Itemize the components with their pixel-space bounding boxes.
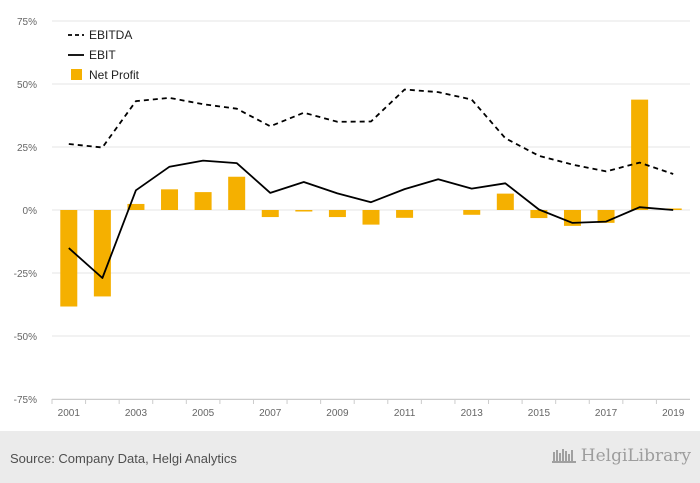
brand-name: HelgiLibrary [580,446,691,466]
bar-net-profit [631,99,649,210]
legend-label-ebit: EBIT [89,48,116,62]
bar-net-profit [496,193,514,210]
source-text: Source: Company Data, Helgi Analytics [10,451,237,466]
axis-layer: -75% -50% -25% 0% 25% 50% 75% 2001 2003 2005 2007 2… [14,17,690,419]
bar-net-profit [228,176,246,210]
y-tick-label: -50% [14,332,37,343]
library-icon [551,449,576,463]
x-tick-label: 2013 [461,408,484,419]
legend-swatch-net-profit [71,69,82,80]
x-tick-label: 2015 [528,408,551,419]
bar-net-profit [93,210,111,297]
y-tick-label: 50% [17,80,37,91]
y-tick-label: 0% [23,206,38,217]
bar-net-profit [261,210,279,218]
legend-label-net-profit: Net Profit [89,68,140,82]
bar-net-profit [396,210,414,218]
x-tick-label: 2005 [192,408,215,419]
y-tick-label: -75% [14,395,37,406]
y-tick-label: 75% [17,17,37,28]
bar-net-profit [194,192,212,210]
lines-layer [68,88,674,279]
legend: EBITDA EBIT Net Profit [68,28,140,82]
bar-net-profit [127,203,145,210]
x-tick-label: 2003 [125,408,148,419]
bar-net-profit [362,210,380,225]
bar-net-profit [295,210,313,212]
bar-net-profit [161,189,179,210]
bar-net-profit [463,210,481,215]
x-tick-label: 2001 [58,408,81,419]
line-ebit [68,159,674,279]
legend-label-ebitda: EBITDA [89,28,132,42]
bar-net-profit [328,210,346,218]
grid-layer [52,20,690,400]
x-tick-label: 2009 [326,408,349,419]
line-ebitda [68,88,674,175]
x-tick-label: 2019 [662,408,685,419]
bar-net-profit [530,210,548,219]
x-tick-label: 2007 [259,408,282,419]
brand-logo: HelgiLibrary [551,446,691,466]
x-tick-label: 2011 [394,408,416,419]
y-tick-label: -25% [14,269,37,280]
bar-net-profit [60,210,78,307]
y-tick-label: 25% [17,143,37,154]
footer-band [0,431,700,483]
x-tick-label: 2017 [595,408,618,419]
